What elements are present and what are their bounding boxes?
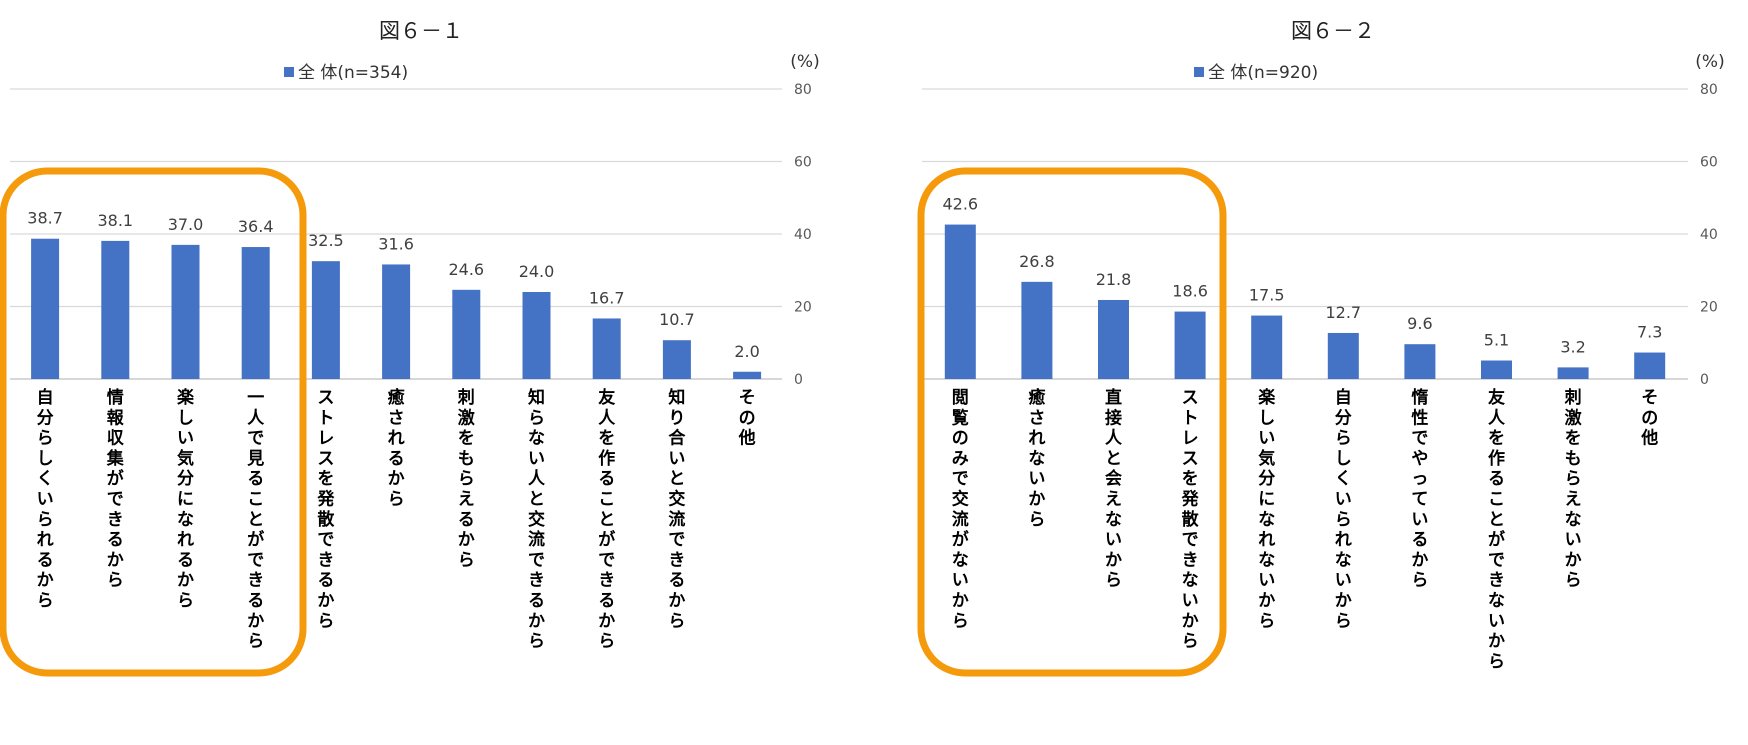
fig2-category-label: 惰性でやっているから	[1411, 387, 1428, 591]
fig1-category-label: 楽しい気分になれるから	[176, 387, 195, 611]
fig2-title: 図６－２	[1291, 19, 1375, 43]
fig2-category-label: 閲覧のみで交流がないから	[952, 388, 969, 631]
fig1-bar	[662, 340, 691, 379]
fig2-category-label: 楽しい気分になれないから	[1257, 387, 1276, 631]
fig2-value-label: 21.8	[1096, 270, 1132, 289]
fig1-value-label: 36.4	[238, 217, 274, 236]
fig1-category-label: 自分らしくいられるから	[37, 387, 54, 611]
fig1-category-label: ストレスを発散できるから	[316, 388, 335, 631]
fig1-bar	[382, 264, 411, 379]
fig1-category-label: 知らない人と交流できるから	[527, 387, 546, 652]
fig1-value-label: 38.7	[27, 209, 63, 228]
fig2-bar	[1021, 281, 1053, 379]
fig2-category-label: 刺激をもらえないから	[1565, 387, 1582, 591]
fig2-highlight-box	[917, 167, 1227, 677]
fig1-unit-label: (%)	[790, 52, 819, 72]
fig1-value-label: 31.6	[378, 234, 414, 253]
fig1-bar	[171, 244, 200, 379]
fig1-category-label: 癒されるから	[388, 387, 405, 510]
fig2-value-label: 17.5	[1249, 286, 1285, 305]
fig1-ytick-label: 20	[794, 300, 812, 316]
fig1-bar	[241, 247, 270, 379]
fig1-ytick-label: 80	[794, 82, 812, 98]
fig2-category-label: ストレスを発散できないから	[1181, 388, 1200, 652]
fig1-value-label: 24.0	[519, 262, 555, 281]
fig2-bar	[1634, 352, 1666, 379]
fig2-value-label: 12.7	[1325, 303, 1361, 322]
fig1-legend-swatch	[284, 67, 294, 77]
fig1-category-label: 情報収集ができるから	[106, 387, 125, 591]
fig1-bar	[522, 292, 551, 379]
fig1-category-label: 知り合いと交流できるから	[667, 387, 686, 631]
fig2-bar	[1327, 332, 1359, 379]
fig2-ytick-label: 20	[1700, 300, 1718, 316]
fig1-category-label: 刺激をもらえるから	[458, 387, 475, 570]
fig2-value-label: 3.2	[1560, 337, 1585, 356]
fig2-bar	[1404, 344, 1436, 379]
fig1-value-label: 38.1	[97, 211, 133, 230]
fig2-bar	[1251, 315, 1283, 379]
fig2-ytick-label: 60	[1700, 155, 1718, 171]
fig2-value-label: 7.3	[1637, 323, 1662, 342]
fig1-value-label: 37.0	[168, 215, 204, 234]
fig2-category-label: 友人を作ることができないから	[1488, 387, 1506, 672]
fig1-value-label: 24.6	[448, 260, 484, 279]
fig2-bar	[1174, 311, 1206, 379]
fig2-value-label: 5.1	[1484, 331, 1509, 350]
fig1-ytick-label: 40	[794, 227, 812, 243]
fig2-category-label: その他	[1640, 388, 1658, 449]
fig2-value-label: 26.8	[1019, 252, 1055, 271]
fig1-legend-label: 全 体(n=354)	[298, 63, 408, 83]
fig1-value-label: 10.7	[659, 310, 695, 329]
fig1-bar	[452, 289, 481, 379]
fig2-category-label: 自分らしくいられないから	[1335, 387, 1352, 631]
fig2-unit-label: (%)	[1695, 52, 1724, 72]
fig2-category-label: 直接人と会えないから	[1105, 387, 1123, 591]
fig1-value-label: 32.5	[308, 231, 344, 250]
fig1-ytick-label: 0	[794, 372, 803, 388]
fig1-bar	[592, 318, 621, 379]
fig2-ytick-label: 80	[1700, 82, 1718, 98]
fig1-bar	[311, 261, 340, 379]
fig1-category-label: 友人を作ることができるから	[598, 387, 616, 652]
fig2-ytick-label: 40	[1700, 227, 1718, 243]
fig1-bar	[101, 240, 130, 379]
fig1-value-label: 2.0	[734, 342, 759, 361]
fig2-category-label: 癒されないから	[1028, 387, 1045, 530]
fig2-ytick-label: 0	[1700, 372, 1709, 388]
fig2-value-label: 18.6	[1172, 282, 1208, 301]
fig2-value-label: 9.6	[1407, 314, 1432, 333]
fig2-bar	[1557, 367, 1589, 379]
fig1-highlight-box	[0, 167, 307, 677]
fig2-bar	[944, 224, 976, 379]
fig2-bar	[1481, 360, 1512, 379]
fig2-value-label: 42.6	[942, 195, 978, 214]
fig2-legend-swatch	[1194, 67, 1204, 77]
fig2-bar	[1098, 299, 1129, 379]
fig1-title: 図６－１	[379, 19, 463, 43]
fig1-value-label: 16.7	[589, 288, 625, 307]
fig1-category-label: 一人で見ることができるから	[246, 388, 265, 652]
fig2-legend-label: 全 体(n=920)	[1208, 63, 1318, 83]
fig1-bar	[733, 371, 762, 379]
fig1-category-label: その他	[738, 388, 756, 449]
fig1-ytick-label: 60	[794, 155, 812, 171]
fig1-bar	[31, 238, 60, 379]
